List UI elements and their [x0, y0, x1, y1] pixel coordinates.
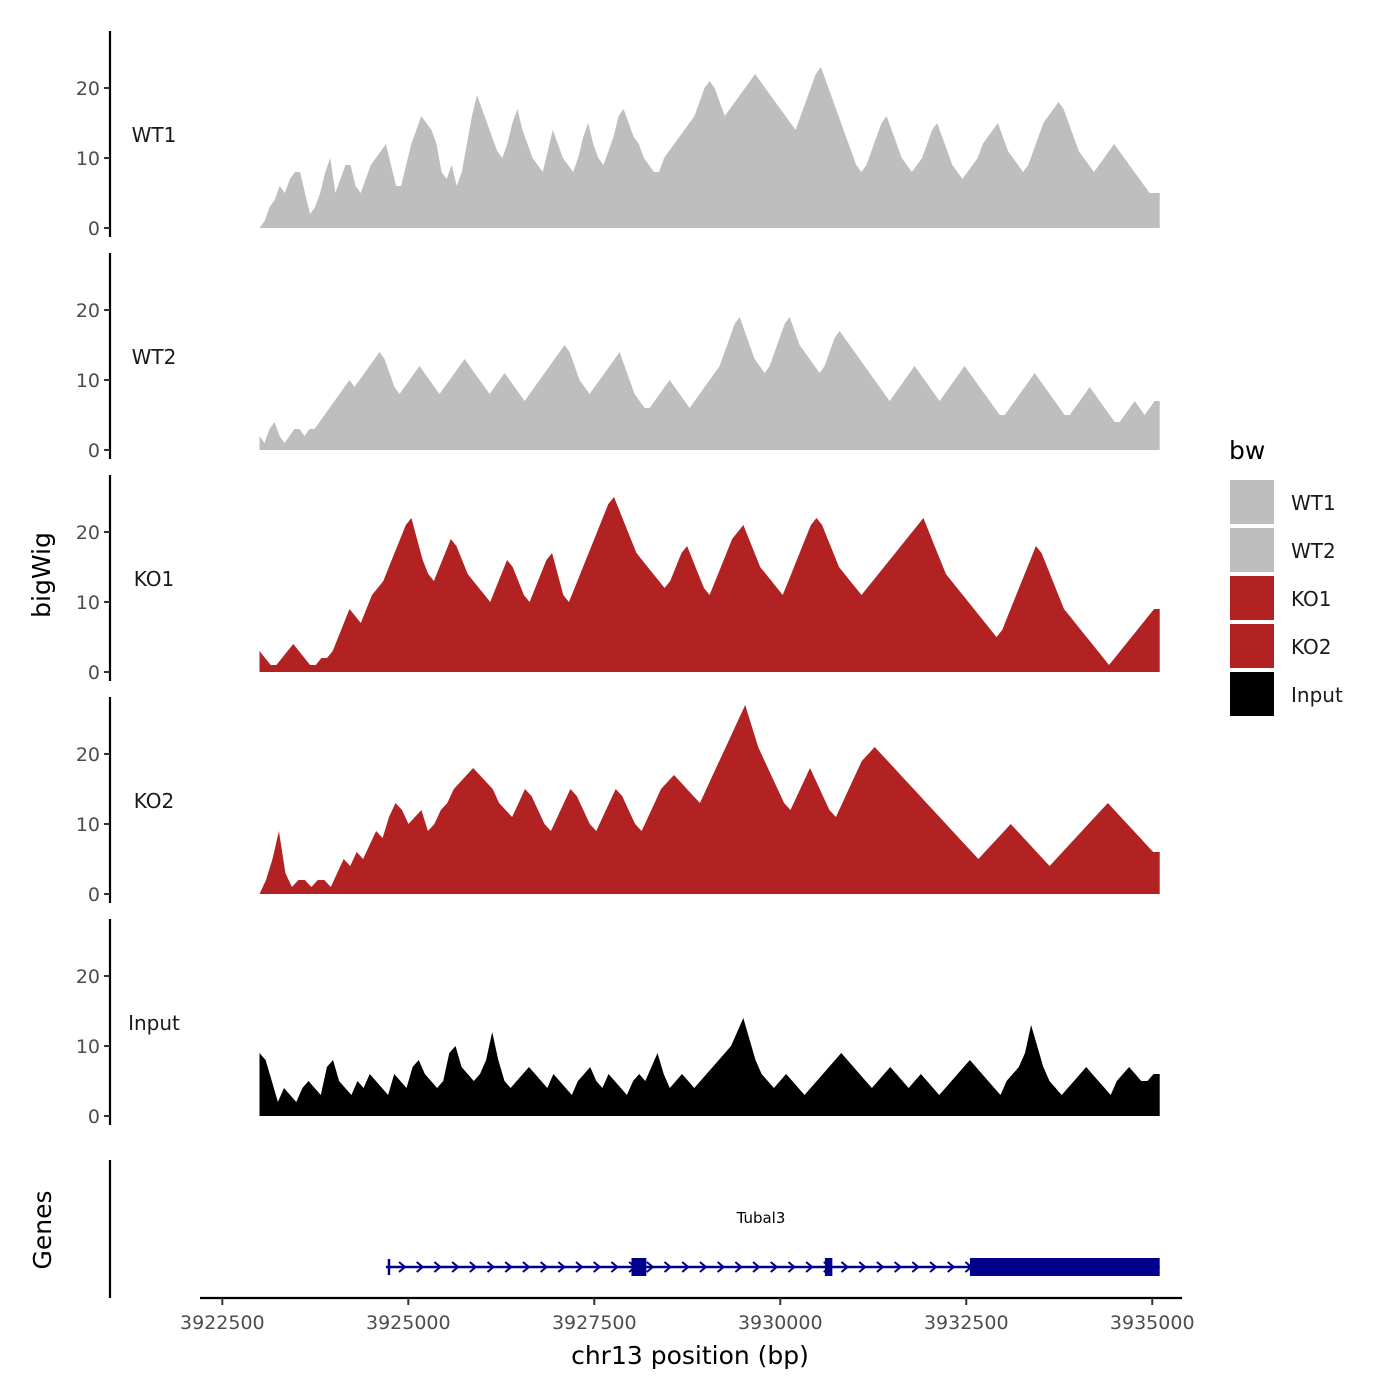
y-tick-label: 0 — [88, 218, 100, 240]
legend-label: KO1 — [1291, 587, 1332, 611]
legend-key-ko2 — [1230, 624, 1274, 668]
strand-arrow — [663, 1261, 673, 1273]
strand-arrow — [716, 1261, 726, 1273]
track-area-ko1 — [259, 497, 1160, 672]
strand-arrow — [681, 1261, 690, 1273]
x-tick-label: 3922500 — [180, 1312, 265, 1334]
legend-label: WT2 — [1291, 539, 1336, 563]
strand-arrow — [575, 1261, 584, 1273]
gene-exon — [824, 1258, 833, 1276]
track-label: KO2 — [134, 789, 175, 813]
y-tick-label: 0 — [88, 440, 100, 462]
strand-arrow — [911, 1261, 920, 1273]
legend-label: Input — [1291, 683, 1343, 707]
x-tick-label: 3930000 — [738, 1312, 823, 1334]
strand-arrow — [699, 1261, 708, 1273]
legend-label: KO2 — [1291, 635, 1332, 659]
x-axis-title: chr13 position (bp) — [571, 1341, 809, 1370]
y-tick-label: 20 — [76, 522, 100, 544]
strand-arrow — [752, 1261, 761, 1273]
y-axis-title: bigWig — [27, 532, 56, 618]
y-tick-label: 0 — [88, 1106, 100, 1128]
track-label: WT2 — [132, 345, 177, 369]
x-tick-label: 3925000 — [366, 1312, 451, 1334]
y-tick-label: 10 — [76, 370, 100, 392]
track-label: WT1 — [132, 123, 177, 147]
y-tick-label: 10 — [76, 148, 100, 170]
y-tick-label: 20 — [76, 78, 100, 100]
track-area-wt2 — [259, 317, 1160, 450]
x-tick-label: 3935000 — [1110, 1312, 1195, 1334]
strand-arrow — [787, 1261, 796, 1273]
strand-arrow — [451, 1261, 460, 1273]
strand-arrow — [876, 1261, 885, 1273]
strand-arrow — [486, 1261, 496, 1273]
legend-key-ko1 — [1230, 576, 1274, 620]
x-tick-label: 3927500 — [552, 1312, 637, 1334]
y-tick-label: 20 — [76, 966, 100, 988]
legend-key-wt2 — [1230, 528, 1274, 572]
gene-label: Tubal3 — [736, 1209, 786, 1227]
strand-arrow — [469, 1261, 478, 1273]
strand-arrow — [770, 1261, 779, 1273]
y-tick-label: 10 — [76, 592, 100, 614]
strand-arrow — [858, 1261, 867, 1273]
legend-title: bw — [1229, 436, 1265, 465]
y-tick-label: 0 — [88, 662, 100, 684]
strand-arrow — [433, 1261, 442, 1273]
strand-arrow — [557, 1261, 566, 1273]
legend-label: WT1 — [1291, 491, 1336, 515]
track-label: KO1 — [134, 567, 175, 591]
track-area-ko2 — [259, 705, 1160, 894]
strand-arrow — [646, 1261, 655, 1273]
strand-arrow — [893, 1261, 903, 1273]
y-tick-label: 20 — [76, 744, 100, 766]
x-tick-label: 3932500 — [924, 1312, 1009, 1334]
strand-arrow — [947, 1261, 956, 1273]
strand-arrow — [610, 1261, 619, 1273]
gene-exon — [631, 1258, 647, 1276]
y-tick-label: 0 — [88, 884, 100, 906]
strand-arrow — [504, 1261, 513, 1273]
strand-arrow — [539, 1261, 549, 1273]
strand-arrow — [840, 1261, 850, 1273]
track-area-input — [259, 1018, 1160, 1116]
gene-exon — [969, 1258, 1160, 1276]
y-tick-label: 10 — [76, 814, 100, 836]
strand-arrow — [929, 1261, 938, 1273]
y-tick-label: 10 — [76, 1036, 100, 1058]
strand-arrow — [522, 1261, 531, 1273]
track-label: Input — [128, 1011, 180, 1035]
gene-axis-title: Genes — [28, 1190, 57, 1269]
legend-key-wt1 — [1230, 480, 1274, 524]
y-tick-label: 20 — [76, 300, 100, 322]
track-area-wt1 — [259, 67, 1160, 228]
legend-key-input — [1230, 672, 1274, 716]
strand-arrow — [805, 1261, 814, 1273]
strand-arrow — [734, 1261, 743, 1273]
strand-arrow — [593, 1261, 602, 1273]
strand-arrow — [398, 1261, 407, 1273]
strand-arrow — [416, 1261, 425, 1273]
